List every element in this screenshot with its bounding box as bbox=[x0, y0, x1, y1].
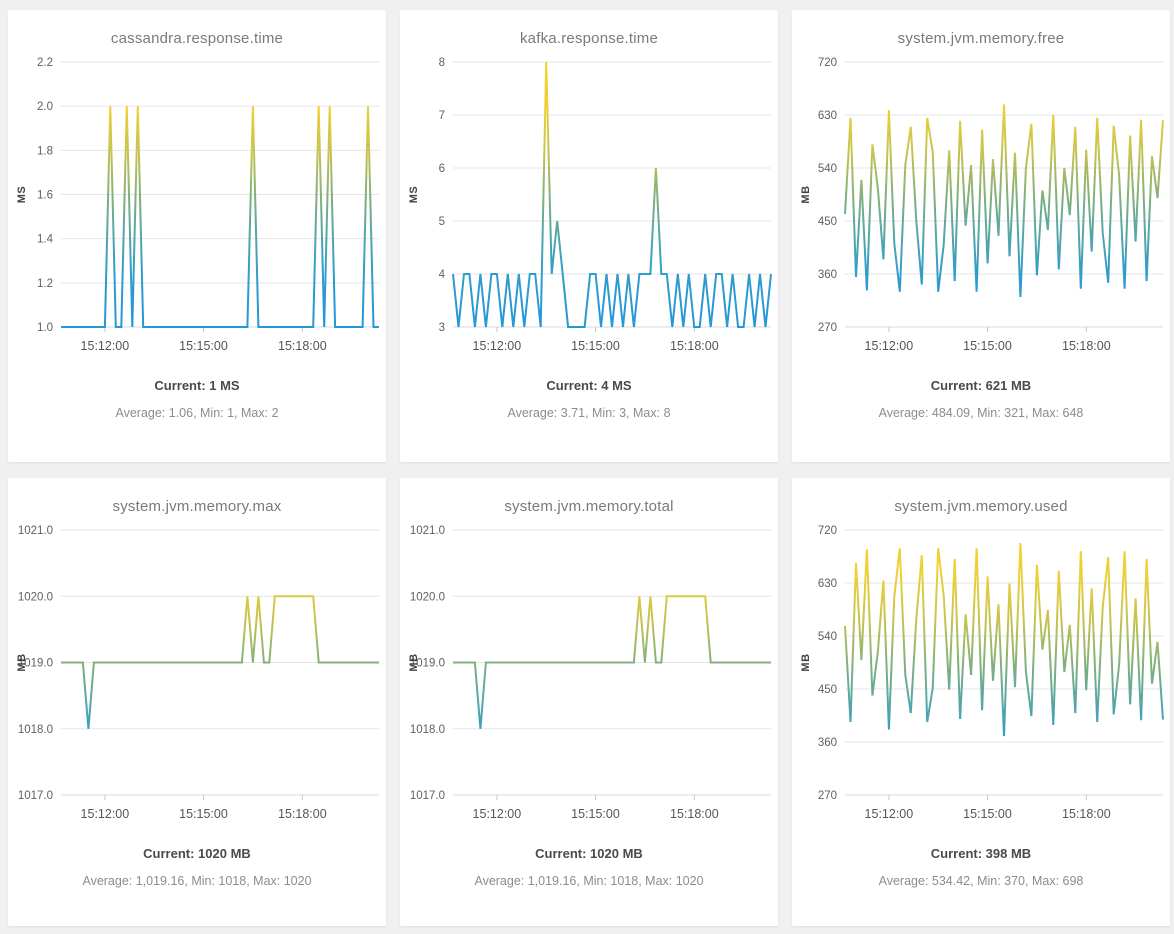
svg-text:MS: MS bbox=[408, 186, 420, 204]
line-chart-jvm-memory-used[interactable]: 720 630 540 450 360 270 15:12:00 15:15:00 15:18:… bbox=[796, 518, 1166, 830]
svg-text:540: 540 bbox=[818, 163, 837, 175]
chart-title: system.jvm.memory.total bbox=[504, 498, 674, 515]
current-value-line: Current: 398 MB bbox=[930, 846, 1032, 861]
svg-text:15:12:00: 15:12:00 bbox=[865, 807, 914, 821]
svg-text:1020.0: 1020.0 bbox=[410, 591, 445, 603]
chart-title: cassandra.response.time bbox=[110, 30, 284, 47]
svg-text:15:12:00: 15:12:00 bbox=[865, 339, 914, 353]
svg-text:15:18:00: 15:18:00 bbox=[670, 807, 719, 821]
svg-text:15:12:00: 15:12:00 bbox=[473, 807, 522, 821]
metric-card-jvm-memory-free: system.jvm.memory.free 720 630 540 450 360 27… bbox=[792, 10, 1170, 462]
svg-text:270: 270 bbox=[818, 322, 837, 334]
current-value-line: Current: 1 MS bbox=[154, 378, 240, 393]
current-value-line: Current: 1020 MB bbox=[535, 846, 643, 861]
svg-text:15:12:00: 15:12:00 bbox=[473, 339, 522, 353]
svg-text:1.2: 1.2 bbox=[37, 278, 53, 290]
stats-line: Average: 3.71, Min: 3, Max: 8 bbox=[507, 406, 671, 420]
svg-text:15:15:00: 15:15:00 bbox=[963, 807, 1012, 821]
svg-text:720: 720 bbox=[818, 57, 837, 69]
svg-text:MS: MS bbox=[16, 186, 28, 204]
current-value-line: Current: 1020 MB bbox=[143, 846, 251, 861]
svg-text:15:15:00: 15:15:00 bbox=[179, 339, 228, 353]
svg-text:5: 5 bbox=[439, 216, 445, 228]
svg-text:15:18:00: 15:18:00 bbox=[1062, 807, 1111, 821]
svg-text:360: 360 bbox=[818, 269, 837, 281]
svg-text:MB: MB bbox=[408, 653, 420, 671]
stats-line: Average: 1,019.16, Min: 1018, Max: 1020 bbox=[82, 874, 312, 888]
svg-text:270: 270 bbox=[818, 790, 837, 802]
svg-text:6: 6 bbox=[439, 163, 445, 175]
svg-text:MB: MB bbox=[800, 653, 812, 671]
line-chart-cassandra-response-time[interactable]: 2.2 2.0 1.8 1.6 1.4 1.2 1.0 15:12:00 15:15:00 15:… bbox=[12, 50, 382, 362]
stats-line: Average: 1.06, Min: 1, Max: 2 bbox=[115, 406, 279, 420]
line-chart-jvm-memory-max[interactable]: 1021.0 1020.0 1019.0 1018.0 1017.0 15:12:00 15… bbox=[12, 518, 382, 830]
metric-card-cassandra-response-time: cassandra.response.time 2.2 2.0 1.8 1.6 1.4 1… bbox=[8, 10, 386, 462]
svg-text:1018.0: 1018.0 bbox=[410, 724, 445, 736]
svg-text:15:18:00: 15:18:00 bbox=[1062, 339, 1111, 353]
svg-text:1.0: 1.0 bbox=[37, 322, 53, 334]
line-chart-jvm-memory-total[interactable]: 1021.0 1020.0 1019.0 1018.0 1017.0 15:12:00 15… bbox=[404, 518, 774, 830]
svg-text:450: 450 bbox=[818, 216, 837, 228]
svg-text:1020.0: 1020.0 bbox=[18, 591, 53, 603]
metric-card-kafka-response-time: kafka.response.time 8 7 6 5 4 3 15:12:00 15:15:… bbox=[400, 10, 778, 462]
line-chart-kafka-response-time[interactable]: 8 7 6 5 4 3 15:12:00 15:15:00 15:18:00 MS bbox=[404, 50, 774, 362]
svg-text:630: 630 bbox=[818, 578, 837, 590]
current-value-line: Current: 4 MS bbox=[546, 378, 632, 393]
svg-text:15:15:00: 15:15:00 bbox=[571, 339, 620, 353]
svg-text:1021.0: 1021.0 bbox=[410, 525, 445, 537]
svg-text:15:18:00: 15:18:00 bbox=[670, 339, 719, 353]
svg-text:630: 630 bbox=[818, 110, 837, 122]
chart-title: kafka.response.time bbox=[519, 30, 659, 47]
stats-line: Average: 484.09, Min: 321, Max: 648 bbox=[878, 406, 1084, 420]
svg-text:720: 720 bbox=[818, 525, 837, 537]
svg-text:1017.0: 1017.0 bbox=[18, 790, 53, 802]
svg-text:2.0: 2.0 bbox=[37, 101, 53, 113]
svg-text:1017.0: 1017.0 bbox=[410, 790, 445, 802]
stats-line: Average: 534.42, Min: 370, Max: 698 bbox=[878, 874, 1084, 888]
chart-title: system.jvm.memory.used bbox=[894, 498, 1068, 515]
svg-text:1.6: 1.6 bbox=[37, 190, 53, 202]
metric-card-jvm-memory-max: system.jvm.memory.max 1021.0 1020.0 1019.0… bbox=[8, 478, 386, 926]
svg-text:7: 7 bbox=[439, 110, 445, 122]
svg-text:15:15:00: 15:15:00 bbox=[571, 807, 620, 821]
svg-text:15:12:00: 15:12:00 bbox=[81, 339, 130, 353]
svg-text:15:15:00: 15:15:00 bbox=[963, 339, 1012, 353]
svg-text:15:15:00: 15:15:00 bbox=[179, 807, 228, 821]
svg-text:360: 360 bbox=[818, 737, 837, 749]
svg-text:2.2: 2.2 bbox=[37, 57, 53, 69]
svg-text:1021.0: 1021.0 bbox=[18, 525, 53, 537]
svg-text:MB: MB bbox=[16, 653, 28, 671]
svg-text:15:18:00: 15:18:00 bbox=[278, 339, 327, 353]
svg-text:1019.0: 1019.0 bbox=[410, 658, 445, 670]
svg-text:4: 4 bbox=[439, 269, 446, 281]
svg-text:15:12:00: 15:12:00 bbox=[81, 807, 130, 821]
line-chart-jvm-memory-free[interactable]: 720 630 540 450 360 270 15:12:00 15:15:00 15:18:… bbox=[796, 50, 1166, 362]
metric-card-jvm-memory-total: system.jvm.memory.total 1021.0 1020.0 1019… bbox=[400, 478, 778, 926]
metric-card-jvm-memory-used: system.jvm.memory.used 720 630 540 450 360 27… bbox=[792, 478, 1170, 926]
svg-text:3: 3 bbox=[439, 322, 445, 334]
chart-title: system.jvm.memory.max bbox=[112, 498, 282, 515]
svg-text:15:18:00: 15:18:00 bbox=[278, 807, 327, 821]
svg-text:1.8: 1.8 bbox=[37, 145, 53, 157]
svg-text:1.4: 1.4 bbox=[37, 234, 54, 246]
chart-title: system.jvm.memory.free bbox=[897, 30, 1065, 47]
stats-line: Average: 1,019.16, Min: 1018, Max: 1020 bbox=[474, 874, 704, 888]
svg-text:1019.0: 1019.0 bbox=[18, 658, 53, 670]
svg-text:MB: MB bbox=[800, 185, 812, 203]
svg-text:450: 450 bbox=[818, 684, 837, 696]
current-value-line: Current: 621 MB bbox=[930, 378, 1032, 393]
svg-text:8: 8 bbox=[439, 57, 445, 69]
svg-text:540: 540 bbox=[818, 631, 837, 643]
svg-text:1018.0: 1018.0 bbox=[18, 724, 53, 736]
